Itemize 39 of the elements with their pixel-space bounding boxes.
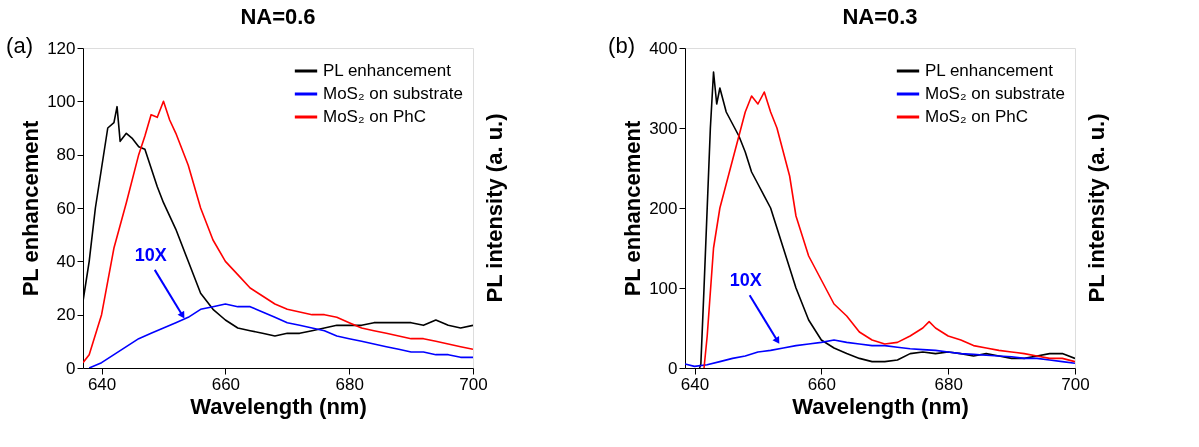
x-tick-label: 640 xyxy=(680,374,710,394)
annotation: 10X xyxy=(729,270,762,291)
y-tick-label: 20 xyxy=(56,305,76,325)
chart-title: NA=0.6 xyxy=(240,4,316,29)
y-axis-title: PL enhancement xyxy=(620,120,646,297)
y-tick-label: 100 xyxy=(649,278,678,298)
y-tick-label: 120 xyxy=(47,38,76,58)
x-axis-title: Wavelength (nm) xyxy=(792,393,969,419)
y-tick-label: 0 xyxy=(66,358,76,378)
line-series xyxy=(88,303,473,368)
y-tick-label: 400 xyxy=(649,38,678,58)
legend-label: PL enhancement xyxy=(323,61,452,80)
y-axis-title: PL enhancement xyxy=(18,120,44,297)
x-tick-label: 700 xyxy=(1061,374,1090,394)
y-tick-label: 300 xyxy=(649,118,678,138)
legend-label: MoS₂ on PhC xyxy=(323,107,426,126)
text: (a) xyxy=(6,33,33,58)
y-tick-label: 0 xyxy=(668,358,678,378)
chart-title: NA=0.3 xyxy=(842,4,918,29)
x-tick-label: 660 xyxy=(211,374,241,394)
x-tick-label: 700 xyxy=(459,374,488,394)
legend-label: MoS₂ on substrate xyxy=(323,84,463,103)
y-tick-label: 60 xyxy=(56,198,76,218)
x-axis-title: Wavelength (nm) xyxy=(190,393,367,419)
legend-label: PL enhancement xyxy=(925,61,1054,80)
x-tick-label: 680 xyxy=(934,374,963,394)
x-tick-label: 640 xyxy=(87,374,117,394)
x-tick-label: 680 xyxy=(335,374,364,394)
legend-label: MoS₂ on PhC xyxy=(925,107,1028,126)
x-tick-label: 660 xyxy=(807,374,837,394)
y-tick-label: 80 xyxy=(56,145,76,165)
text: (b) xyxy=(608,33,635,58)
legend-label: MoS₂ on substrate xyxy=(925,84,1065,103)
y-tick-label: 200 xyxy=(649,198,678,218)
y-tick-label: 100 xyxy=(47,91,76,111)
y2-axis-title: PL intensity (a. u.) xyxy=(482,113,507,303)
y-tick-label: 40 xyxy=(56,251,76,271)
annotation: 10X xyxy=(134,244,167,265)
y2-axis-title: PL intensity (a. u.) xyxy=(1084,113,1109,303)
